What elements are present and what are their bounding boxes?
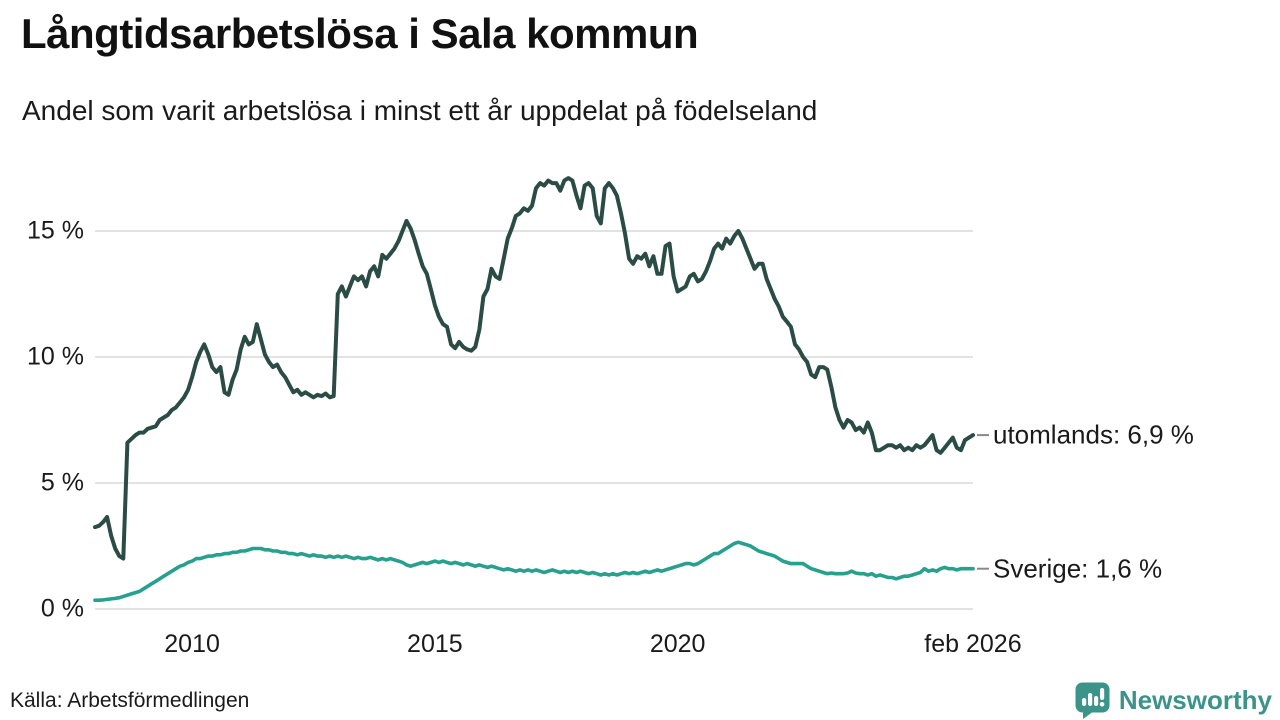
y-tick-label: 10 %	[27, 342, 84, 371]
newsworthy-bubble-chart-icon	[1074, 681, 1112, 720]
x-tick-label: feb 2026	[924, 630, 1022, 658]
y-tick-label: 5 %	[40, 468, 84, 497]
series-label-sverige: Sverige: 1,6 %	[993, 553, 1163, 584]
x-tick-label: 2010	[164, 630, 220, 658]
newsworthy-wordmark: Newsworthy	[1118, 684, 1272, 715]
series-line-Sverige	[93, 540, 975, 603]
source-note: Källa: Arbetsförmedlingen	[10, 689, 250, 712]
chart-title: Långtidsarbetslösa i Sala kommun	[21, 10, 699, 57]
y-tick-label: 15 %	[27, 216, 84, 245]
y-tick-label: 0 %	[40, 594, 84, 623]
series-line-utomlands	[93, 176, 975, 561]
x-tick-label: 2015	[407, 630, 463, 658]
chart-subtitle: Andel som varit arbetslösa i minst ett å…	[22, 95, 818, 126]
series-label-utomlands: utomlands: 6,9 %	[993, 419, 1194, 450]
newsworthy-logo: Newsworthy	[1074, 680, 1272, 720]
x-tick-label: 2020	[649, 630, 706, 658]
